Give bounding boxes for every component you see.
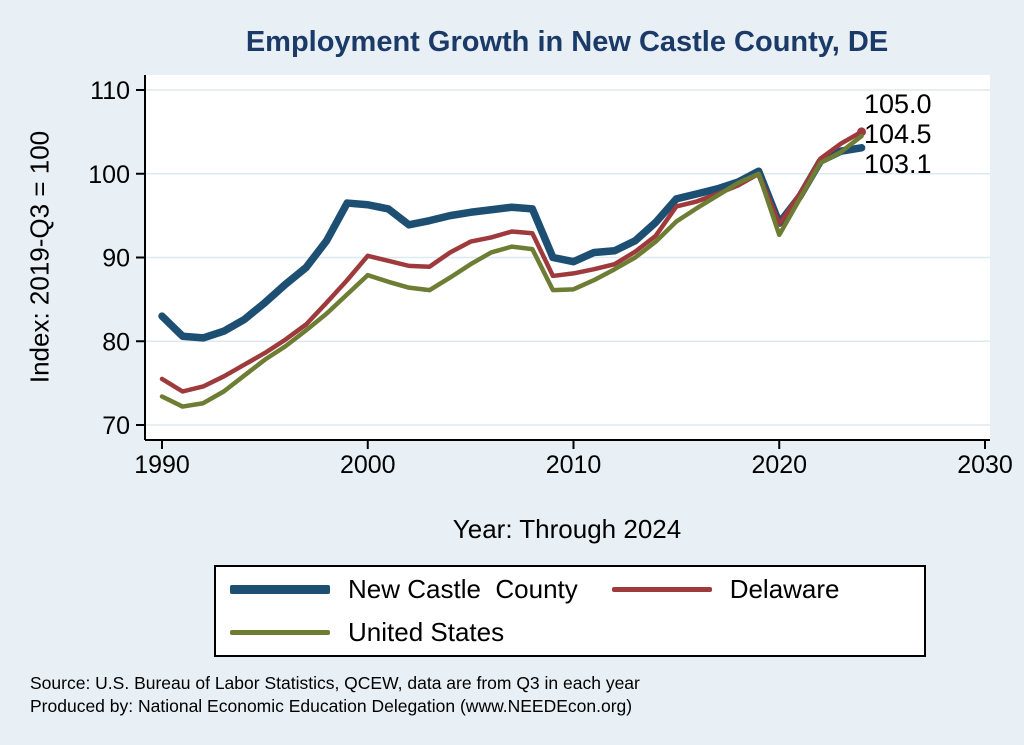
source-note: Source: U.S. Bureau of Labor Statistics,… xyxy=(30,673,640,693)
legend-item-delaware: Delaware xyxy=(611,574,924,605)
legend-label-united-states: United States xyxy=(348,617,505,647)
y-tick-label: 90 xyxy=(102,245,130,273)
y-tick-label: 100 xyxy=(88,161,130,189)
x-tick-label: 1990 xyxy=(134,451,190,479)
legend-item-united-states: United States xyxy=(230,617,612,648)
x-tick-label: 2000 xyxy=(340,451,396,479)
legend-line-swatch-new-castle xyxy=(230,585,330,594)
y-tick-label: 110 xyxy=(90,77,130,105)
line-chart: 70 80 90 100 110 1990 2000 2010 2020 2030 105.0104… xyxy=(88,75,1013,479)
end-value-label: 103.1 xyxy=(864,149,932,179)
legend: New Castle County Delaware United States xyxy=(214,565,926,657)
x-tick-label: 2020 xyxy=(751,451,807,479)
series-line-united_states xyxy=(159,133,864,409)
produced-by-note: Produced by: National Economic Education… xyxy=(30,696,633,716)
footer-notes: Source: U.S. Bureau of Labor Statistics,… xyxy=(30,672,640,718)
chart-title: Employment Growth in New Castle County, … xyxy=(245,26,889,58)
x-tick-label: 2010 xyxy=(546,451,602,479)
series-end-marker-delaware xyxy=(857,127,867,137)
legend-line-swatch-united-states xyxy=(230,630,330,635)
y-tick-label: 70 xyxy=(102,412,130,440)
end-value-label: 105.0 xyxy=(864,89,932,119)
legend-label-new-castle: New Castle County xyxy=(348,574,578,604)
x-axis-label: Year: Through 2024 xyxy=(452,514,682,544)
legend-line-swatch-delaware xyxy=(611,587,712,592)
x-tick-label: 2030 xyxy=(957,451,1013,479)
end-value-label: 104.5 xyxy=(864,119,932,149)
legend-item-new-castle: New Castle County xyxy=(230,574,612,605)
y-tick-label: 80 xyxy=(102,328,130,356)
legend-label-delaware: Delaware xyxy=(729,574,840,604)
